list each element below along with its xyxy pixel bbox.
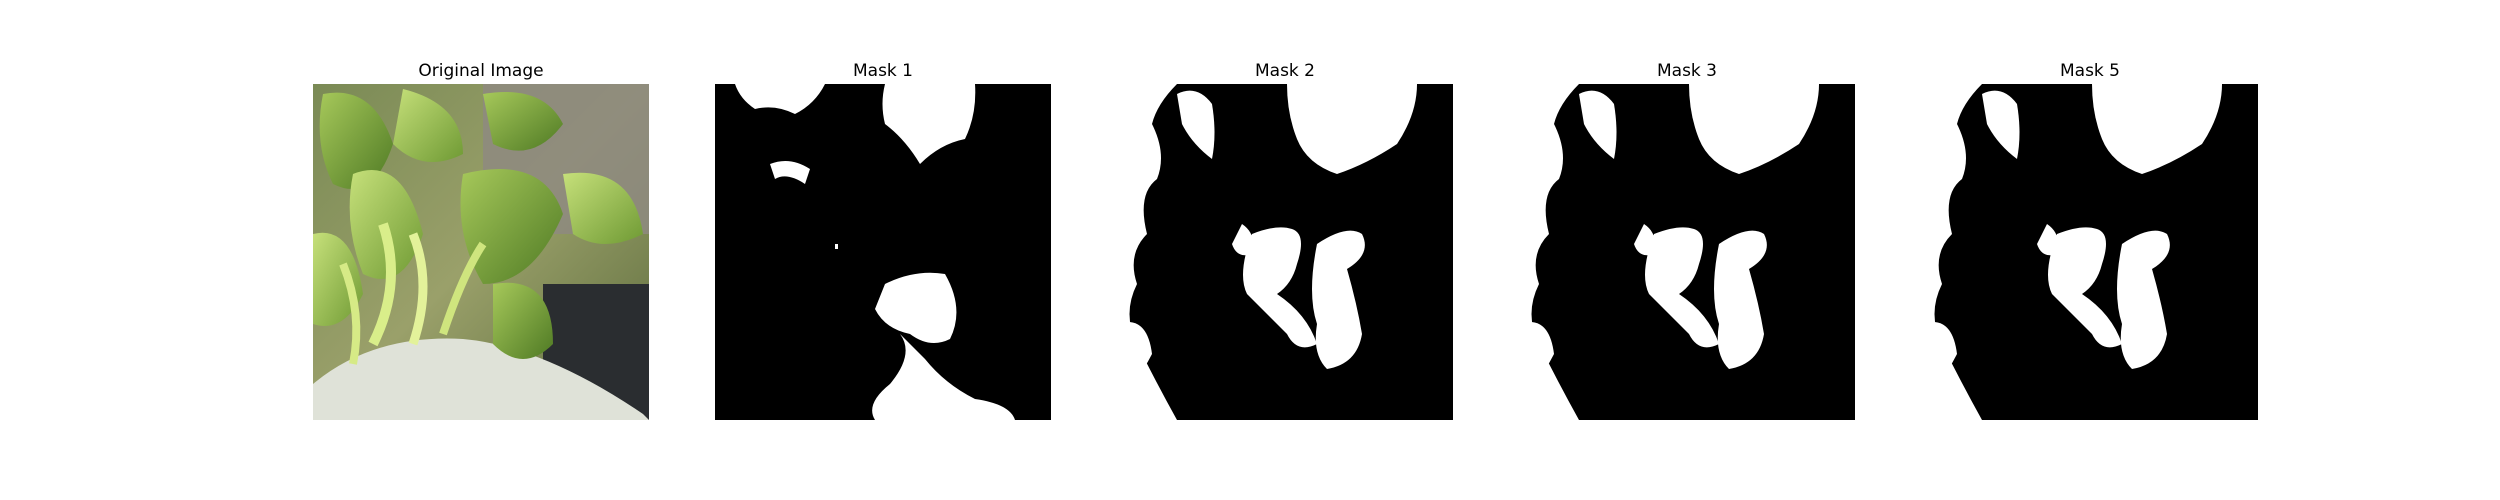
panel-mask-3: Mask 3 bbox=[1519, 58, 1855, 420]
original-photo bbox=[313, 84, 649, 420]
panel-title: Mask 1 bbox=[852, 61, 913, 81]
panel-mask-1: Mask 1 bbox=[715, 58, 1051, 420]
mask-5-image bbox=[1922, 84, 2258, 420]
panel-original-image: Original Image bbox=[313, 58, 649, 420]
panel-title: Original Image bbox=[418, 61, 544, 81]
panel-mask-2: Mask 2 bbox=[1117, 58, 1453, 420]
mask-2-image bbox=[1117, 84, 1453, 420]
panel-mask-5: Mask 5 bbox=[1922, 58, 2258, 420]
panel-title: Mask 2 bbox=[1254, 61, 1315, 81]
panel-title: Mask 3 bbox=[1656, 61, 1717, 81]
panel-title: Mask 5 bbox=[2059, 61, 2120, 81]
mask-3-image bbox=[1519, 84, 1855, 420]
mask-1-image bbox=[715, 84, 1051, 420]
